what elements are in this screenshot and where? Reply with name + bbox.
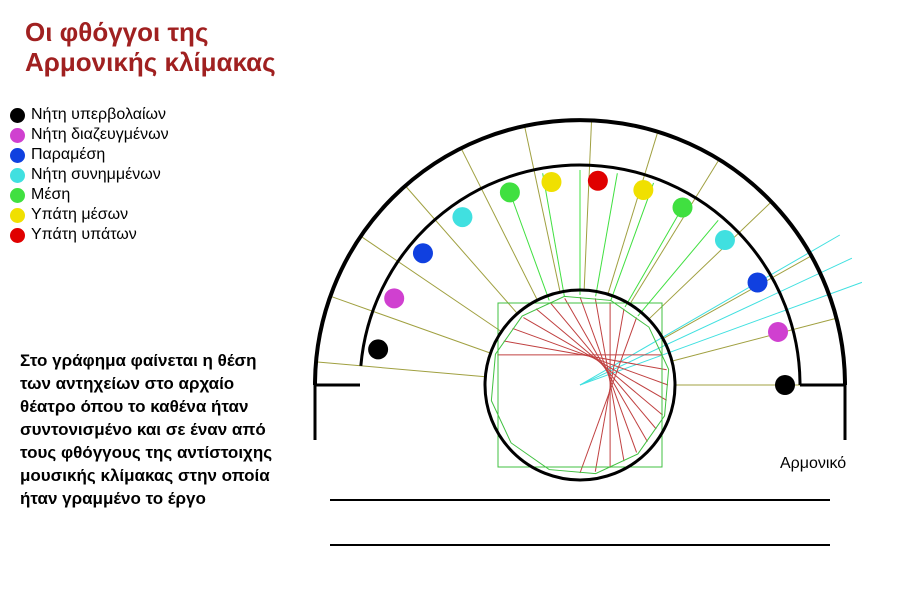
diagram-container: Αρμονικό xyxy=(270,95,890,585)
legend-row: Παραμέση xyxy=(10,146,169,164)
title-line-1: Οι φθόγγοι της xyxy=(25,17,208,47)
page-title: Οι φθόγγοι της Αρμονικής κλίμακας xyxy=(25,18,276,78)
legend-dot-icon xyxy=(10,108,25,123)
legend-label: Υπάτη υπάτων xyxy=(31,226,137,244)
legend-label: Νήτη διαζευγμένων xyxy=(31,126,169,144)
legend-label: Νήτη υπερβολαίων xyxy=(31,106,166,124)
title-line-2: Αρμονικής κλίμακας xyxy=(25,47,276,77)
legend-dot-icon xyxy=(10,148,25,163)
legend-label: Υπάτη μέσων xyxy=(31,206,128,224)
diagram-label: Αρμονικό xyxy=(780,455,846,473)
legend-row: Νήτη διαζευγμένων xyxy=(10,126,169,144)
legend-dot-icon xyxy=(10,228,25,243)
legend-label: Παραμέση xyxy=(31,146,105,164)
description-text: Στο γράφημα φαίνεται η θέση των αντηχείω… xyxy=(20,350,275,511)
legend-dot-icon xyxy=(10,188,25,203)
legend-dot-icon xyxy=(10,168,25,183)
legend-row: Νήτη συνημμένων xyxy=(10,166,169,184)
legend-row: Νήτη υπερβολαίων xyxy=(10,106,169,124)
legend-dot-icon xyxy=(10,128,25,143)
legend-label: Νήτη συνημμένων xyxy=(31,166,161,184)
legend-dot-icon xyxy=(10,208,25,223)
legend-row: Υπάτη υπάτων xyxy=(10,226,169,244)
legend-row: Μέση xyxy=(10,186,169,204)
legend: Νήτη υπερβολαίων Νήτη διαζευγμένων Παραμέσ… xyxy=(10,106,169,246)
legend-label: Μέση xyxy=(31,186,70,204)
diagram-svg xyxy=(270,95,890,585)
legend-row: Υπάτη μέσων xyxy=(10,206,169,224)
